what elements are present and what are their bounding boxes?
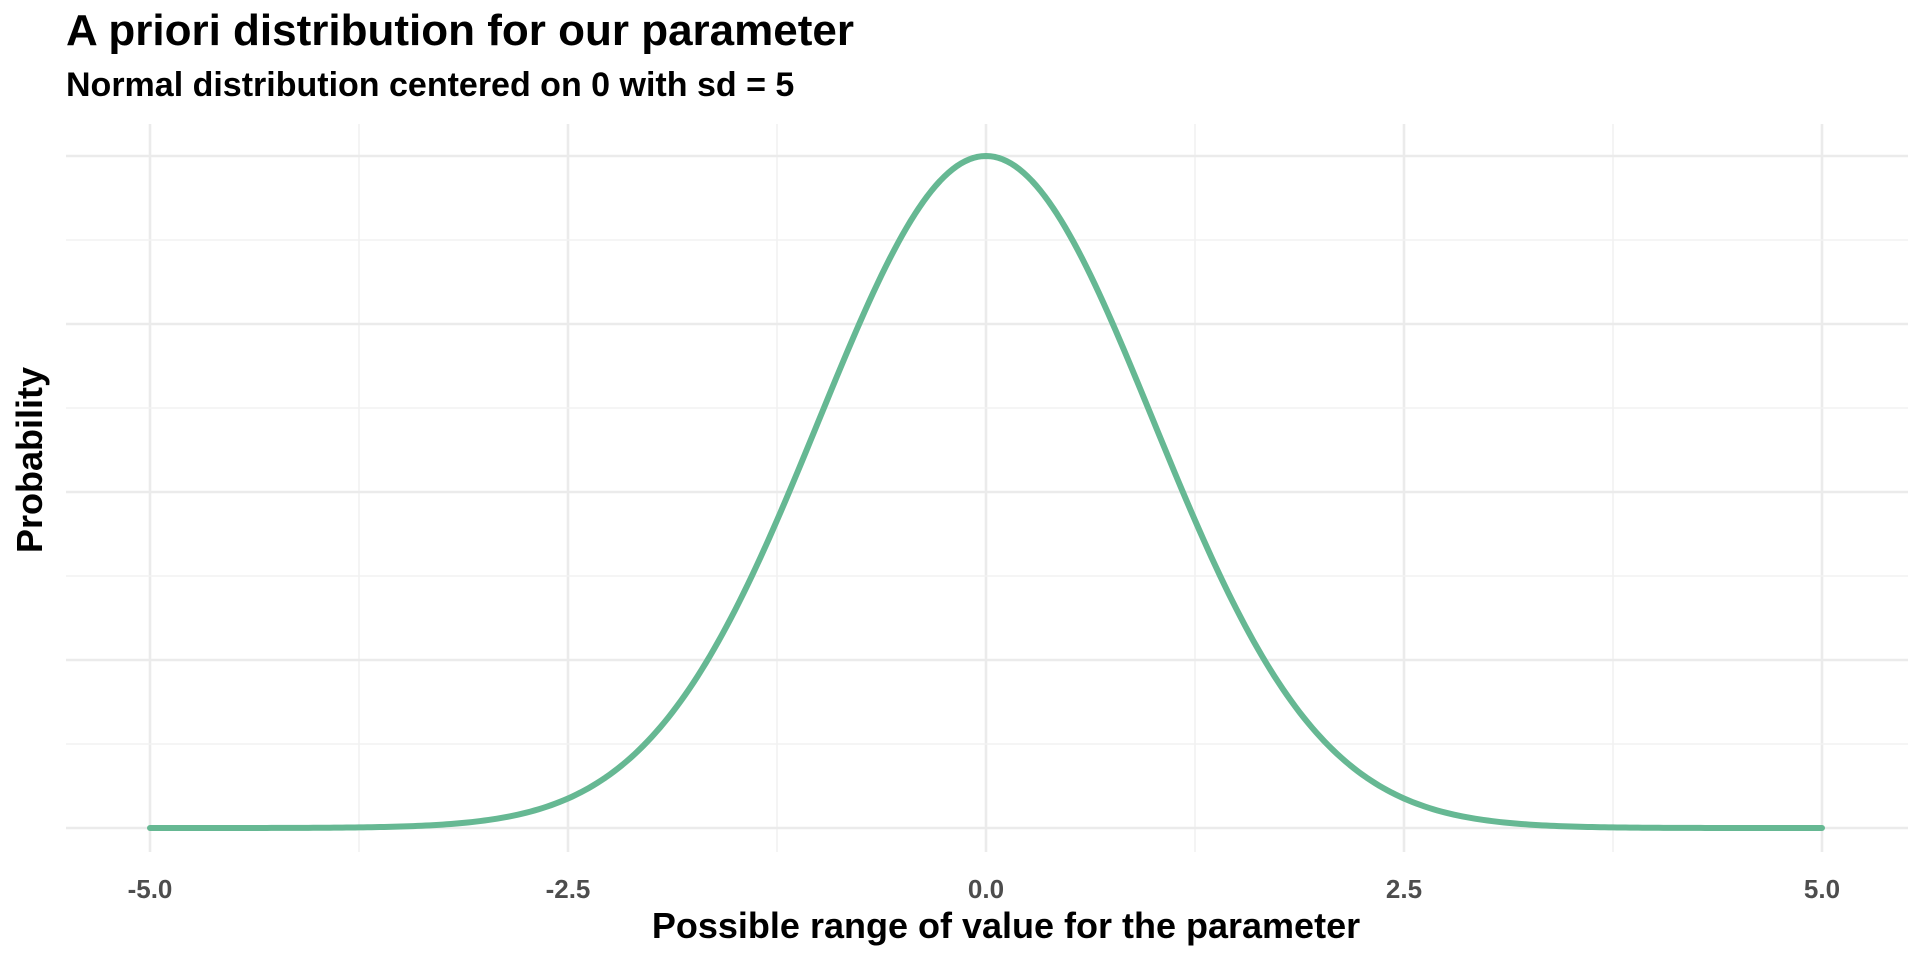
x-tick-labels: -5.0 -2.5 0.0 2.5 5.0 xyxy=(128,874,1840,904)
grid xyxy=(66,124,1908,852)
x-tick-label: 5.0 xyxy=(1804,874,1840,904)
x-tick-label: 2.5 xyxy=(1386,874,1422,904)
x-tick-label: -5.0 xyxy=(128,874,173,904)
y-axis-title: Probability xyxy=(9,367,50,553)
x-axis-title: Possible range of value for the paramete… xyxy=(652,905,1360,946)
x-tick-label: 0.0 xyxy=(968,874,1004,904)
chart-title: A priori distribution for our parameter xyxy=(66,6,854,55)
x-tick-label: -2.5 xyxy=(546,874,591,904)
chart-subtitle: Normal distribution centered on 0 with s… xyxy=(66,66,795,104)
series-line xyxy=(147,153,1825,831)
